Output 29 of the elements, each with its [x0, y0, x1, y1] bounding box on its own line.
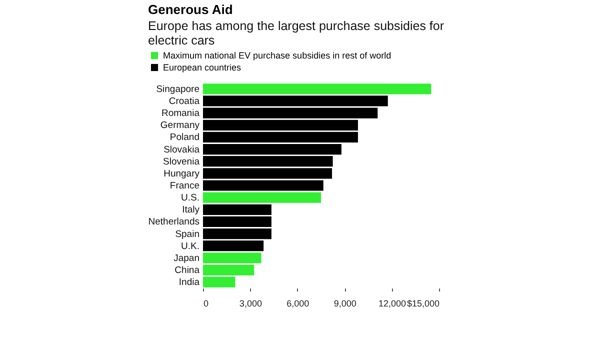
y-tick-label: Germany [160, 120, 200, 132]
y-tick-label: Hungary [164, 168, 200, 180]
y-tick-label: Slovakia [164, 144, 200, 156]
y-tick-label: Spain [175, 228, 200, 240]
x-tick-label: 12,000 [378, 298, 406, 308]
y-tick-label: Poland [170, 132, 200, 144]
x-tick-label: 9,000 [334, 298, 356, 308]
x-tick-label: 3,000 [239, 298, 262, 308]
chart-subtitle: Europe has among the largest purchase subsidies for electric cars [148, 19, 444, 48]
chart-title: Generous Aid [148, 2, 233, 17]
legend-label: European countries [163, 62, 242, 72]
y-tick-label: Italy [182, 204, 200, 216]
y-tick-label: Japan [174, 252, 200, 264]
y-tick-label: India [178, 277, 200, 288]
y-tick-label: Netherlands [148, 216, 200, 228]
y-tick-label: U.K. [181, 240, 200, 252]
bar [203, 192, 321, 203]
x-tick-label: $15,000 [406, 298, 440, 308]
y-tick-label: Romania [161, 108, 200, 120]
y-tick-label: Slovenia [163, 156, 200, 168]
x-tick-label: 0 [204, 298, 209, 308]
y-tick-label: China [174, 265, 200, 276]
y-tick-label: U.S. [181, 192, 200, 204]
y-tick-label: Singapore [156, 84, 200, 95]
x-tick-label: 6,000 [286, 298, 310, 308]
bar [203, 84, 432, 94]
y-tick-label: Croatia [168, 96, 200, 107]
y-tick-label: France [170, 180, 200, 192]
legend-label: Maximum national EV purchase subsidies in rest of world [163, 50, 392, 60]
